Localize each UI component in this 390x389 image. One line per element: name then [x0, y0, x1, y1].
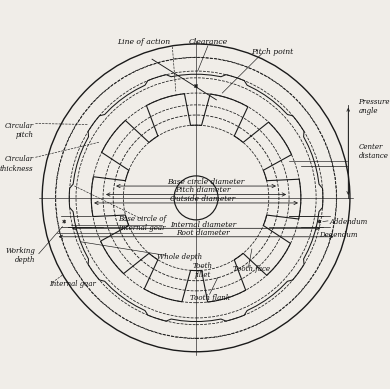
Text: Tooth flank: Tooth flank	[190, 294, 230, 301]
Text: Tooth face: Tooth face	[233, 265, 270, 273]
Text: Pressure
angle: Pressure angle	[358, 98, 390, 115]
Text: Line of action: Line of action	[117, 38, 170, 46]
Text: Addendum: Addendum	[330, 217, 368, 226]
Text: Pitch diameter: Pitch diameter	[175, 186, 230, 194]
Text: Internal diameter: Internal diameter	[170, 221, 236, 229]
Text: Root diameter: Root diameter	[176, 230, 230, 237]
Text: Dedendum: Dedendum	[319, 231, 358, 239]
Text: Whole depth: Whole depth	[157, 253, 202, 261]
Text: Tooth
fillet: Tooth fillet	[193, 262, 213, 279]
Text: Circular
thickness: Circular thickness	[0, 156, 34, 173]
Text: Base circle diameter: Base circle diameter	[168, 178, 245, 186]
Text: Base circle of
internal gear: Base circle of internal gear	[118, 215, 166, 232]
Text: Working
depth: Working depth	[5, 247, 35, 264]
Text: Clearance: Clearance	[188, 38, 227, 46]
Text: Circular
pitch: Circular pitch	[5, 122, 34, 139]
Text: Center
distance: Center distance	[358, 143, 388, 160]
Text: Internal gear: Internal gear	[49, 280, 96, 288]
Text: Outside diameter: Outside diameter	[170, 195, 236, 203]
Text: Pitch point: Pitch point	[251, 49, 293, 56]
